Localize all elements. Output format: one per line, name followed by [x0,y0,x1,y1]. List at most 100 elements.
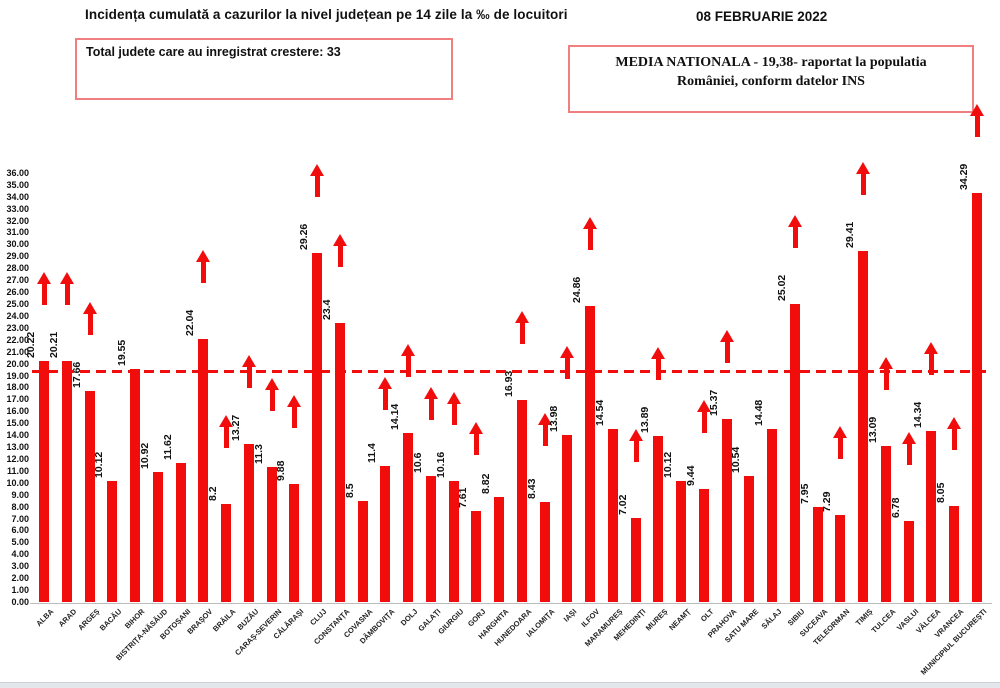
increase-arrow-icon [542,424,548,446]
bar [175,463,186,602]
increase-arrow-icon [64,284,70,306]
bar [312,253,322,602]
bar [61,361,72,602]
increase-arrow-icon [906,444,912,466]
bar [903,521,914,602]
bar [334,323,345,602]
bar-value-label: 10.92 [138,442,151,469]
bar [471,511,482,602]
y-axis-tick-label: 2.00 [11,573,29,584]
y-axis-tick-label: 8.00 [11,501,29,512]
increase-arrow-icon [474,434,480,456]
increase-arrow-icon [883,368,889,390]
bar-value-label: 13.27 [229,414,242,441]
bar [357,500,368,602]
bar-value-label: 20.22 [25,331,37,358]
y-axis-tick-label: 11.00 [6,465,29,476]
increase-arrow-icon [565,358,571,380]
bar [835,515,846,602]
bar [425,475,436,602]
y-axis-tick-label: 17.00 [6,394,29,405]
bar-value-label: 13.89 [639,407,652,434]
increase-arrow-icon [401,344,415,357]
increase-arrow-icon [224,427,229,449]
bar [880,445,891,602]
bar [539,501,550,602]
increase-arrow-icon [519,323,525,345]
y-axis-tick-label: 13.00 [6,442,29,453]
bar-value-label: 10.6 [411,452,424,473]
increase-arrow-icon [37,271,51,284]
bar-value-label: 10.12 [93,452,106,479]
increase-arrow-icon [537,412,552,425]
increase-arrow-icon [701,412,707,434]
y-axis-tick-label: 25.00 [6,299,29,309]
y-axis-tick-label: 33.00 [6,203,29,214]
bar [949,506,959,602]
y-axis-tick-label: 3.00 [11,561,29,572]
bar-value-label: 10.54 [730,447,743,474]
increase-arrow-icon [337,246,343,268]
increase-arrow-icon [628,429,643,442]
bar [562,435,573,602]
increase-arrow-icon [969,104,984,117]
bar-value-label: 10.12 [662,452,674,479]
increase-arrow-icon [469,422,484,435]
increase-arrow-icon [924,342,939,355]
bar-value-label: 13.09 [866,416,879,443]
increase-arrow-icon [929,354,935,376]
increase-arrow-icon [428,398,434,420]
y-axis-tick-label: 9.00 [11,489,29,500]
bar [289,484,300,602]
bar-value-label: 22.04 [184,310,197,337]
increase-arrow-icon [856,162,870,175]
increase-arrow-icon [583,216,597,229]
y-axis-tick-label: 1.00 [11,585,29,596]
increase-arrow-icon [446,391,461,404]
bar-value-label: 8.05 [935,482,947,504]
increase-arrow-icon [201,262,207,284]
bar-value-label: 15.37 [707,389,720,416]
bar-value-label: 9.88 [275,460,288,482]
bar-value-label: 7.95 [798,483,811,505]
increase-arrow-icon [901,432,916,445]
increase-arrow-icon [952,429,957,451]
y-axis-tick-label: 14.00 [6,430,29,441]
increase-arrow-icon [514,311,529,324]
y-axis-tick-label: 5.00 [11,537,29,548]
increase-arrow-icon [246,366,252,388]
bar [243,443,254,602]
bar-value-label: 7.61 [457,487,470,509]
bar [380,466,391,602]
y-axis-tick-label: 34.00 [6,191,29,202]
bar-value-label: 16.93 [502,370,515,398]
bar-value-label: 7.29 [821,491,834,513]
bar [516,400,527,602]
bar [107,481,118,602]
bar [152,471,163,602]
bar [494,496,504,602]
bar-value-label: 34.29 [957,163,970,191]
increase-arrow-icon [269,390,275,412]
increase-arrow-icon [656,359,662,381]
bar [585,305,595,602]
increase-arrow-icon [406,356,411,378]
increase-arrow-icon [310,164,324,177]
increase-count-box: Total judete care au inregistrat crester… [75,38,453,100]
page-title: Incidența cumulată a cazurilor la nivel … [85,7,568,22]
y-axis-tick-label: 29.00 [6,251,29,262]
increase-arrow-icon [287,395,302,408]
increase-arrow-icon [833,426,848,439]
bar-value-label: 14.48 [753,400,765,427]
x-axis-line [30,603,992,604]
increase-arrow-icon [651,347,666,360]
bar-value-label: 11.62 [161,434,174,461]
bar [971,193,982,602]
increase-arrow-icon [378,377,393,390]
national-average-line1: MEDIA NATIONALA - 19,38- raportat la pop… [615,55,927,70]
bar-value-label: 19.55 [116,339,128,366]
bar [130,368,140,602]
bar-value-label: 29.41 [844,222,856,249]
increase-arrow-icon [861,174,866,196]
